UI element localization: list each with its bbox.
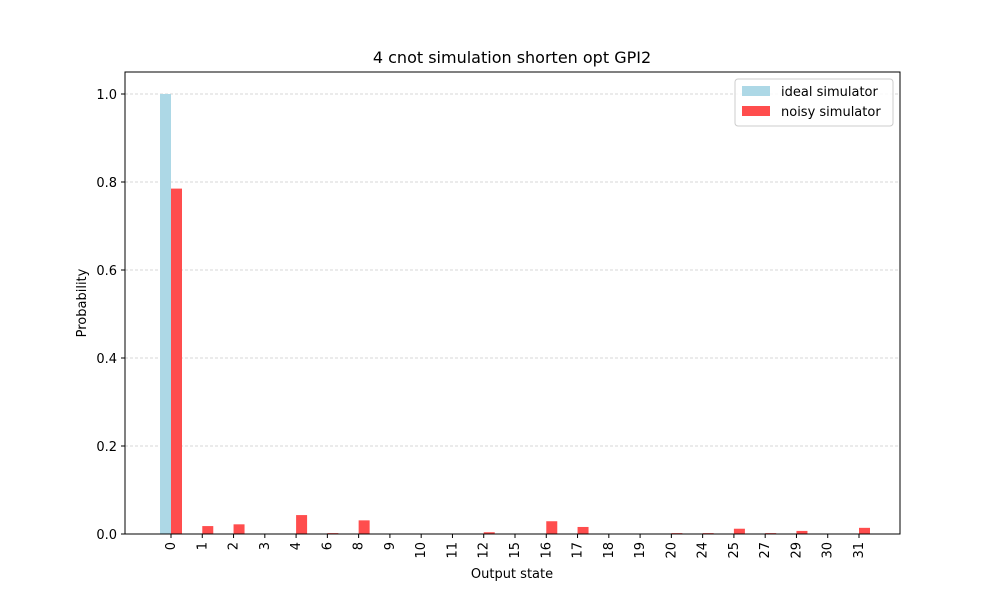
x-tick-label: 24 xyxy=(696,542,711,559)
x-tick-label: 16 xyxy=(539,542,554,559)
x-tick-label: 3 xyxy=(258,542,273,550)
x-tick-label: 9 xyxy=(383,542,398,550)
x-tick-label: 0 xyxy=(164,542,179,550)
x-axis-ticks: 0 1 2 3 4 6 8 9 10 11 12 15 16 17 18 19 20 24 25 27 29 30 31 xyxy=(164,534,867,559)
x-tick-label: 25 xyxy=(727,542,742,559)
x-tick-label: 18 xyxy=(602,542,617,559)
y-tick-label: 0.4 xyxy=(96,352,117,367)
noisy-bar-25 xyxy=(733,528,745,534)
legend-swatch-noisy xyxy=(742,106,770,116)
x-tick-label: 19 xyxy=(633,542,648,559)
x-tick-label: 2 xyxy=(227,542,242,550)
bars xyxy=(160,94,870,534)
y-tick-label: 0.6 xyxy=(96,264,117,279)
noisy-bar-16 xyxy=(546,521,558,534)
legend-label-noisy: noisy simulator xyxy=(781,105,881,120)
y-tick-label: 1.0 xyxy=(96,88,117,103)
noisy-bar-1 xyxy=(202,526,214,534)
noisy-bar-0 xyxy=(171,188,182,534)
legend-swatch-ideal xyxy=(742,86,770,96)
x-tick-label: 30 xyxy=(821,542,836,559)
y-axis-title: Probability xyxy=(75,268,90,337)
x-tick-label: 20 xyxy=(664,542,679,559)
x-tick-label: 8 xyxy=(352,542,367,550)
grid-lines xyxy=(125,93,900,535)
noisy-bar-31 xyxy=(859,527,870,534)
y-tick-label: 0.0 xyxy=(96,528,117,543)
x-tick-label: 17 xyxy=(571,542,586,559)
noisy-bar-12 xyxy=(483,532,495,534)
x-tick-label: 6 xyxy=(320,542,335,550)
noisy-bar-8 xyxy=(358,520,370,534)
x-tick-label: 31 xyxy=(852,542,867,559)
y-axis-ticks: 0.0 0.2 0.4 0.6 0.8 1.0 xyxy=(96,88,125,543)
x-tick-label: 12 xyxy=(477,542,492,559)
noisy-bar-29 xyxy=(796,530,808,534)
legend: ideal simulator noisy simulator xyxy=(734,78,894,127)
x-tick-label: 11 xyxy=(445,542,460,559)
y-tick-label: 0.2 xyxy=(96,440,117,455)
chart-title: 4 cnot simulation shorten opt GPI2 xyxy=(373,48,651,67)
x-tick-label: 29 xyxy=(789,542,804,559)
legend-label-ideal: ideal simulator xyxy=(781,85,878,100)
plot-frame xyxy=(124,71,901,535)
x-tick-label: 15 xyxy=(508,542,523,559)
x-axis-title: Output state xyxy=(471,567,553,582)
x-tick-label: 10 xyxy=(414,542,429,559)
y-tick-label: 0.8 xyxy=(96,176,117,191)
legend-box xyxy=(734,78,894,127)
noisy-bar-17 xyxy=(577,526,589,534)
x-tick-label: 1 xyxy=(195,542,210,550)
x-tick-label: 4 xyxy=(289,542,304,550)
ideal-bar-0 xyxy=(160,94,171,534)
noisy-bar-2 xyxy=(233,524,245,534)
noisy-bar-4 xyxy=(296,515,308,534)
x-tick-label: 27 xyxy=(758,542,773,559)
